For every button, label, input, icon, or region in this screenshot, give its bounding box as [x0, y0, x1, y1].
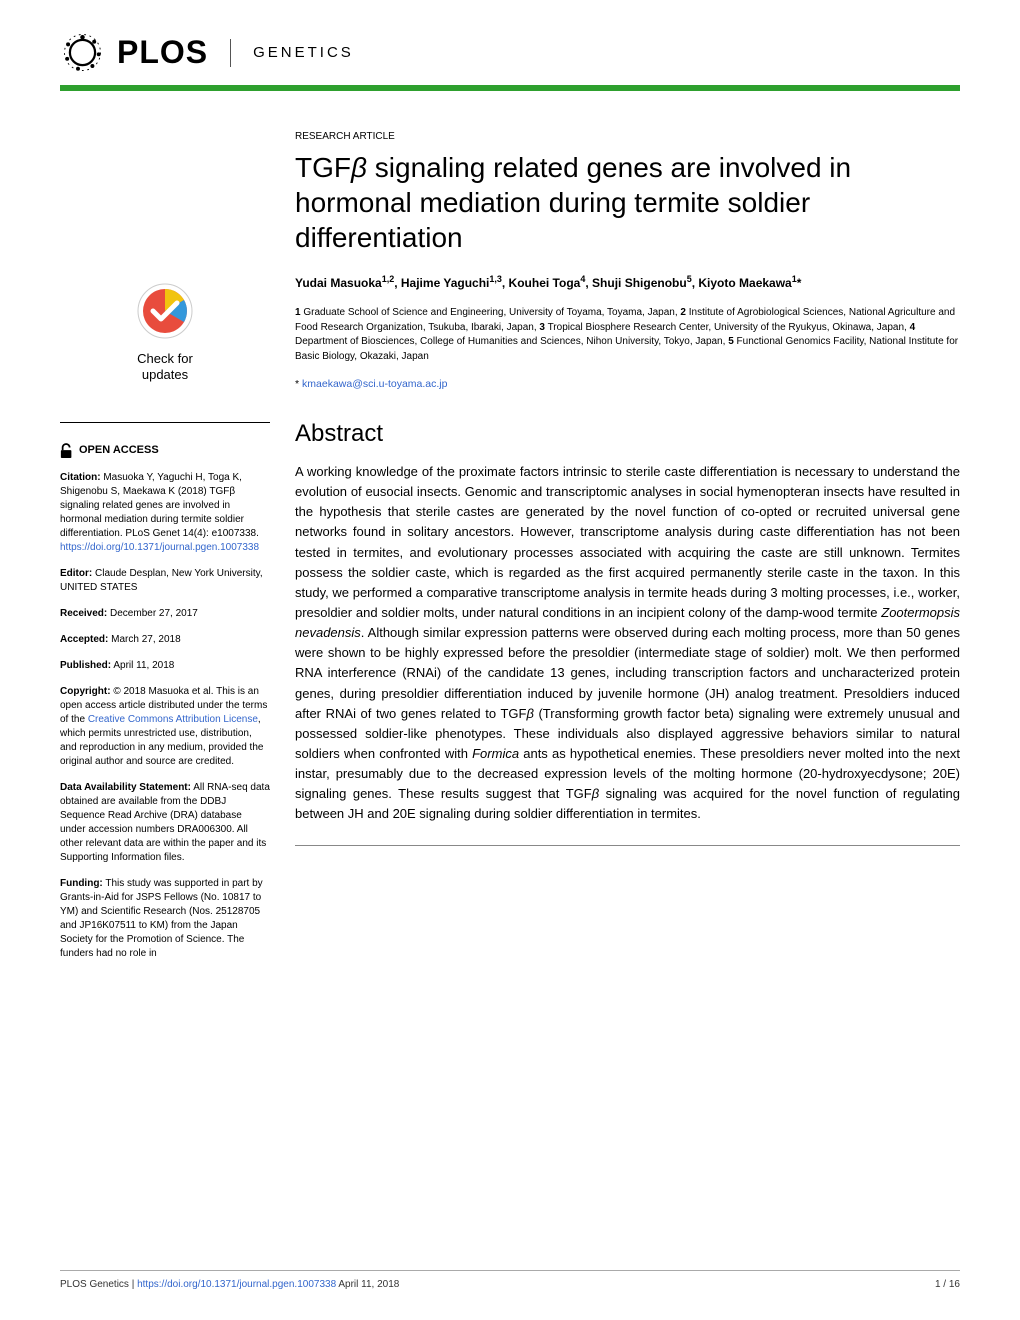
- article-type: RESEARCH ARTICLE: [295, 131, 960, 142]
- copyright-block: Copyright: © 2018 Masuoka et al. This is…: [60, 685, 270, 769]
- abstract-heading: Abstract: [295, 420, 960, 448]
- journal-subtitle: GENETICS: [253, 44, 354, 61]
- footer-doi-link[interactable]: https://doi.org/10.1371/journal.pgen.100…: [137, 1279, 336, 1290]
- plos-icon: [60, 30, 105, 75]
- logo-divider: [230, 39, 231, 67]
- published-block: Published: April 11, 2018: [60, 659, 270, 673]
- doi-link[interactable]: https://doi.org/10.1371/journal.pgen.100…: [60, 542, 259, 553]
- crossmark-icon: [135, 281, 195, 341]
- open-lock-icon: [60, 443, 74, 459]
- journal-header: PLOS GENETICS: [0, 0, 1020, 85]
- page-footer: PLOS Genetics | https://doi.org/10.1371/…: [60, 1270, 960, 1290]
- corresponding-email[interactable]: kmaekawa@sci.u-toyama.ac.jp: [302, 378, 447, 390]
- check-updates-widget[interactable]: Check for updates: [60, 281, 270, 382]
- citation-block: Citation: Masuoka Y, Yaguchi H, Toga K, …: [60, 471, 270, 555]
- abstract-text: A working knowledge of the proximate fac…: [295, 462, 960, 825]
- accepted-block: Accepted: March 27, 2018: [60, 633, 270, 647]
- authors: Yudai Masuoka1,2, Hajime Yaguchi1,3, Kou…: [295, 273, 960, 292]
- check-updates-label: Check for updates: [60, 351, 270, 382]
- affiliations: 1 Graduate School of Science and Enginee…: [295, 306, 960, 364]
- open-access-text: OPEN ACCESS: [79, 443, 159, 458]
- page-number: 1 / 16: [935, 1279, 960, 1290]
- corresponding-author: * kmaekawa@sci.u-toyama.ac.jp: [295, 378, 960, 390]
- main-content: RESEARCH ARTICLE TGFβ signaling related …: [295, 131, 960, 973]
- sidebar-divider: [60, 422, 270, 423]
- plos-text: PLOS: [117, 34, 208, 71]
- sidebar: Check for updates OPEN ACCESS Citation: …: [60, 131, 270, 973]
- open-access-badge: OPEN ACCESS: [60, 443, 270, 459]
- received-block: Received: December 27, 2017: [60, 607, 270, 621]
- footer-left: PLOS Genetics | https://doi.org/10.1371/…: [60, 1279, 399, 1290]
- editor-block: Editor: Claude Desplan, New York Univers…: [60, 567, 270, 595]
- license-link[interactable]: Creative Commons Attribution License: [88, 714, 258, 725]
- abstract-divider: [295, 845, 960, 846]
- funding-block: Funding: This study was supported in par…: [60, 877, 270, 961]
- article-title: TGFβ signaling related genes are involve…: [295, 150, 960, 255]
- plos-logo: PLOS GENETICS: [60, 30, 354, 75]
- data-availability-block: Data Availability Statement: All RNA-seq…: [60, 781, 270, 865]
